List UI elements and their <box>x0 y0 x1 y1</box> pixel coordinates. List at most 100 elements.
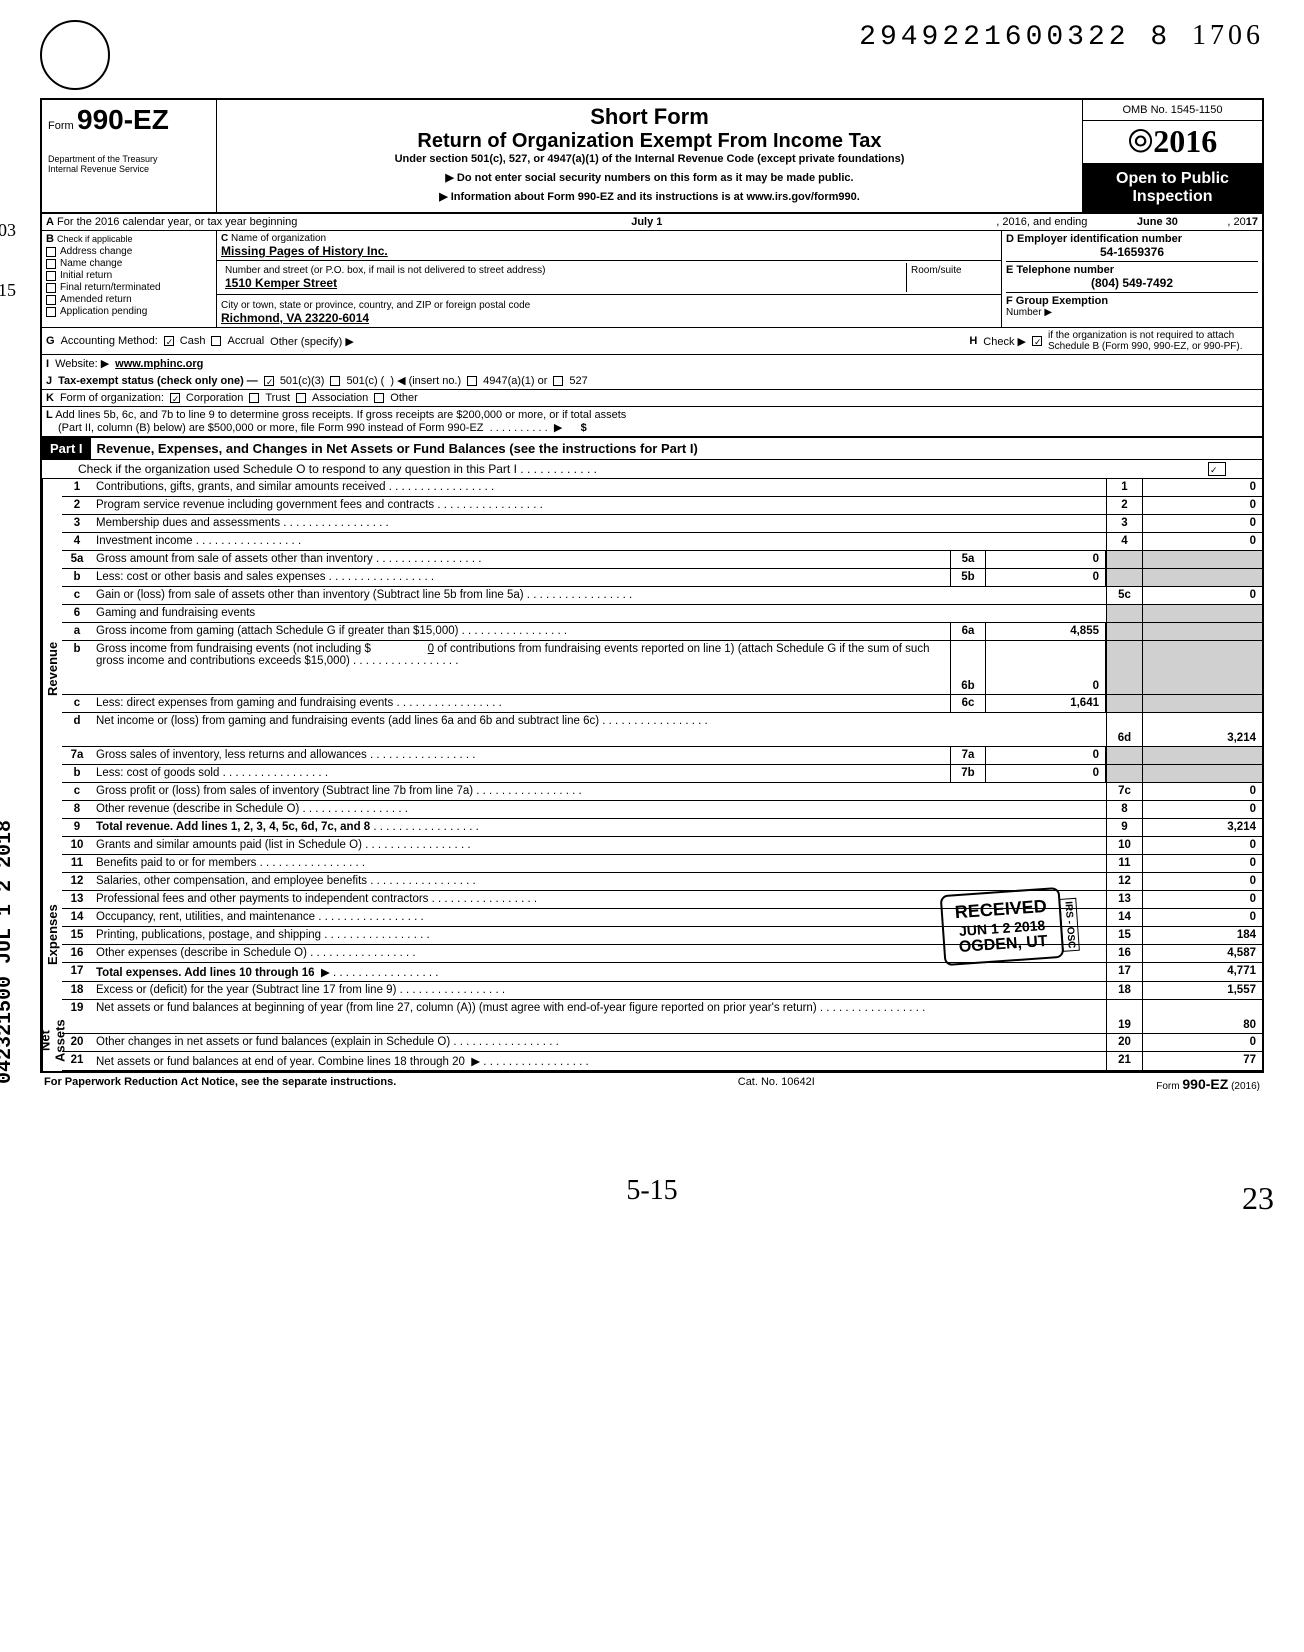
right-val: 0 <box>1142 873 1262 890</box>
schedule-o-checkbox[interactable] <box>1208 462 1226 476</box>
cash-checkbox[interactable] <box>164 336 174 346</box>
line-4: 4Investment income . . . . . . . . . . .… <box>62 533 1262 551</box>
line-text: Membership dues and assessments . . . . … <box>92 515 1106 532</box>
line-text: Printing, publications, postage, and shi… <box>92 927 1106 944</box>
form-title-row: Form 990-EZ Department of the Treasury I… <box>42 100 1262 214</box>
year-value: 2016 <box>1153 123 1217 159</box>
4947-checkbox[interactable] <box>467 376 477 386</box>
open-line1: Open to Public <box>1089 170 1256 188</box>
right-val-shade <box>1142 695 1262 712</box>
checkbox-label: Name change <box>60 258 122 269</box>
501c-label: 501(c) ( <box>346 375 384 387</box>
ein-label: D Employer identification number <box>1006 233 1258 245</box>
accrual-checkbox[interactable] <box>211 336 221 346</box>
line-text: Excess or (deficit) for the year (Subtra… <box>92 982 1106 999</box>
col-b-item: Application pending <box>46 306 212 317</box>
line-num: 14 <box>62 909 92 926</box>
line-num: 17 <box>62 963 92 981</box>
irs-eagle-logo <box>40 20 110 90</box>
right-val: 0 <box>1142 533 1262 550</box>
side-labels: Revenue Expenses Net Assets <box>42 479 62 1071</box>
checkbox[interactable] <box>46 295 56 305</box>
group-exempt-label: F Group Exemption <box>1006 295 1108 307</box>
col-c-label: C <box>221 233 228 244</box>
line-text: Gross profit or (loss) from sales of inv… <box>92 783 1106 800</box>
right-num: 15 <box>1106 927 1142 944</box>
right-num: 17 <box>1106 963 1142 981</box>
row-j-exempt-status: J Tax-exempt status (check only one) — 5… <box>42 372 1262 390</box>
line-1: 1Contributions, gifts, grants, and simil… <box>62 479 1262 497</box>
schedule-b-checkbox[interactable] <box>1032 336 1042 346</box>
line-num: 2 <box>62 497 92 514</box>
dln-number: 2949221600322 8 1706 <box>110 20 1264 53</box>
line-9: 9Total revenue. Add lines 1, 2, 3, 4, 5c… <box>62 819 1262 837</box>
line-c: cGain or (loss) from sale of assets othe… <box>62 587 1262 605</box>
checkbox[interactable] <box>46 247 56 257</box>
line-num: b <box>62 569 92 586</box>
line-text: Net assets or fund balances at beginning… <box>92 1000 1106 1033</box>
right-num: 10 <box>1106 837 1142 854</box>
line-num: a <box>62 623 92 640</box>
form-990ez: Form 990-EZ Department of the Treasury I… <box>40 98 1264 1073</box>
row-a-yr: , 20 <box>1227 216 1245 228</box>
501c3-checkbox[interactable] <box>264 376 274 386</box>
year-end-yy: 17 <box>1246 216 1258 228</box>
checkbox[interactable] <box>46 307 56 317</box>
mid-num: 5a <box>950 551 986 568</box>
year-end: June 30 <box>1087 216 1227 228</box>
part1-check-line: Check if the organization used Schedule … <box>42 460 1262 479</box>
line-text: Occupancy, rent, utilities, and maintena… <box>92 909 1106 926</box>
other-org-checkbox[interactable] <box>374 393 384 403</box>
org-name-cell: C Name of organization Missing Pages of … <box>217 231 1001 261</box>
line-18: 18Excess or (deficit) for the year (Subt… <box>62 982 1262 1000</box>
other-method: Other (specify) ▶ <box>270 335 354 348</box>
checkbox[interactable] <box>46 283 56 293</box>
line-14: 14Occupancy, rent, utilities, and mainte… <box>62 909 1262 927</box>
line-num: 11 <box>62 855 92 872</box>
line-c: cGross profit or (loss) from sales of in… <box>62 783 1262 801</box>
col-b-item: Amended return <box>46 294 212 305</box>
501c-checkbox[interactable] <box>330 376 340 386</box>
line-text: Other expenses (describe in Schedule O) … <box>92 945 1106 962</box>
checkbox[interactable] <box>46 259 56 269</box>
right-val: 0 <box>1142 1034 1262 1051</box>
line-10: 10Grants and similar amounts paid (list … <box>62 837 1262 855</box>
row-a-text: For the 2016 calendar year, or tax year … <box>57 216 297 228</box>
right-val: 0 <box>1142 909 1262 926</box>
trust-checkbox[interactable] <box>249 393 259 403</box>
checkbox-label: Initial return <box>60 270 112 281</box>
org-name: Missing Pages of History Inc. <box>221 244 388 258</box>
right-num: 21 <box>1106 1052 1142 1070</box>
checkbox-label: Final return/terminated <box>60 282 161 293</box>
corporation-checkbox[interactable] <box>170 393 180 403</box>
right-num: 9 <box>1106 819 1142 836</box>
right-num: 16 <box>1106 945 1142 962</box>
line-num: b <box>62 641 92 694</box>
margin-hand-15: 15 <box>0 280 16 301</box>
city-hdr: City or town, state or province, country… <box>221 300 530 311</box>
l-label: L <box>46 409 53 421</box>
city-value: Richmond, VA 23220-6014 <box>221 311 369 325</box>
line-text: Contributions, gifts, grants, and simila… <box>92 479 1106 496</box>
other-org-label: Other <box>390 392 418 404</box>
right-num: 4 <box>1106 533 1142 550</box>
h-text2: if the organization is not required to a… <box>1048 330 1258 352</box>
i-text: Website: ▶ <box>55 357 109 370</box>
right-num-shade <box>1106 747 1142 764</box>
association-checkbox[interactable] <box>296 393 306 403</box>
right-num: 14 <box>1106 909 1142 926</box>
line-num: 13 <box>62 891 92 908</box>
checkbox[interactable] <box>46 271 56 281</box>
room-suite-hdr: Room/suite <box>907 263 997 292</box>
mid-val: 0 <box>986 765 1106 782</box>
form-id-cell: Form 990-EZ Department of the Treasury I… <box>42 100 217 212</box>
line-text: Professional fees and other payments to … <box>92 891 1106 908</box>
side-expenses: Expenses <box>42 859 62 1011</box>
right-header-cell: OMB No. 1545-1150 ⦾2016 Open to Public I… <box>1082 100 1262 212</box>
right-num: 6d <box>1106 713 1142 746</box>
527-checkbox[interactable] <box>553 376 563 386</box>
line-text: Less: direct expenses from gaming and fu… <box>92 695 950 712</box>
right-num: 5c <box>1106 587 1142 604</box>
dln-handwritten: 1706 <box>1192 20 1264 51</box>
part1-label: Part I <box>42 438 91 459</box>
